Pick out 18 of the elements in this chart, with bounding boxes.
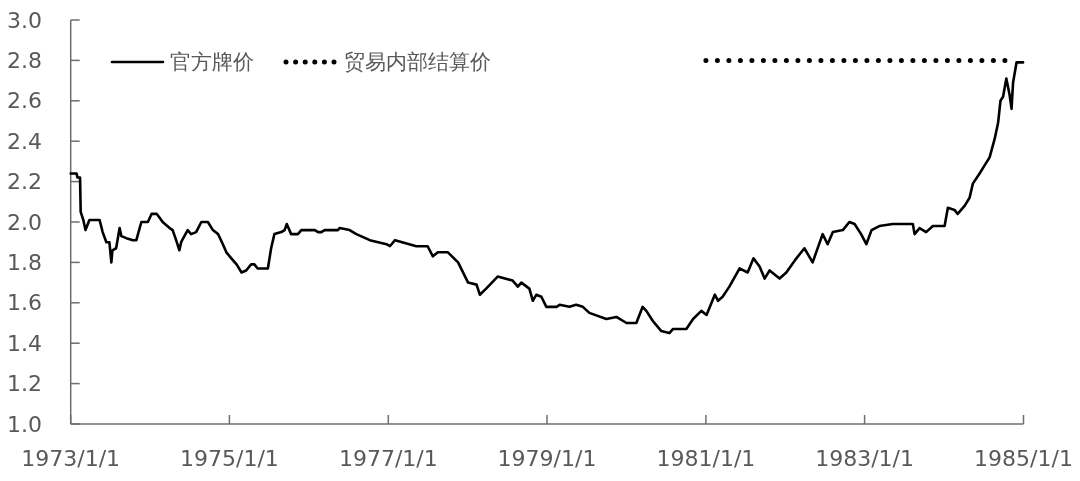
y-tick-label: 1.4 (7, 330, 42, 356)
y-tick-label: 2.4 (7, 128, 42, 154)
x-tick-label: 1979/1/1 (497, 445, 597, 471)
y-tick-label: 1.6 (7, 290, 42, 316)
y-tick-label: 2.8 (7, 47, 42, 73)
x-tick-label: 1985/1/1 (974, 445, 1073, 471)
x-tick-label: 1983/1/1 (815, 445, 914, 471)
y-tick-label: 2.2 (7, 169, 42, 195)
y-tick-label: 3.0 (7, 7, 42, 33)
x-tick-label: 1975/1/1 (180, 445, 279, 471)
x-tick-label: 1981/1/1 (656, 445, 756, 471)
x-tick-label: 1973/1/1 (21, 445, 121, 471)
y-tick-label: 2.6 (7, 88, 42, 114)
y-tick-label: 1.0 (7, 411, 42, 437)
y-tick-label: 1.2 (7, 371, 42, 397)
x-tick-label: 1977/1/1 (338, 445, 438, 471)
y-tick-label: 2.0 (7, 209, 42, 235)
y-tick-label: 1.8 (7, 249, 42, 275)
